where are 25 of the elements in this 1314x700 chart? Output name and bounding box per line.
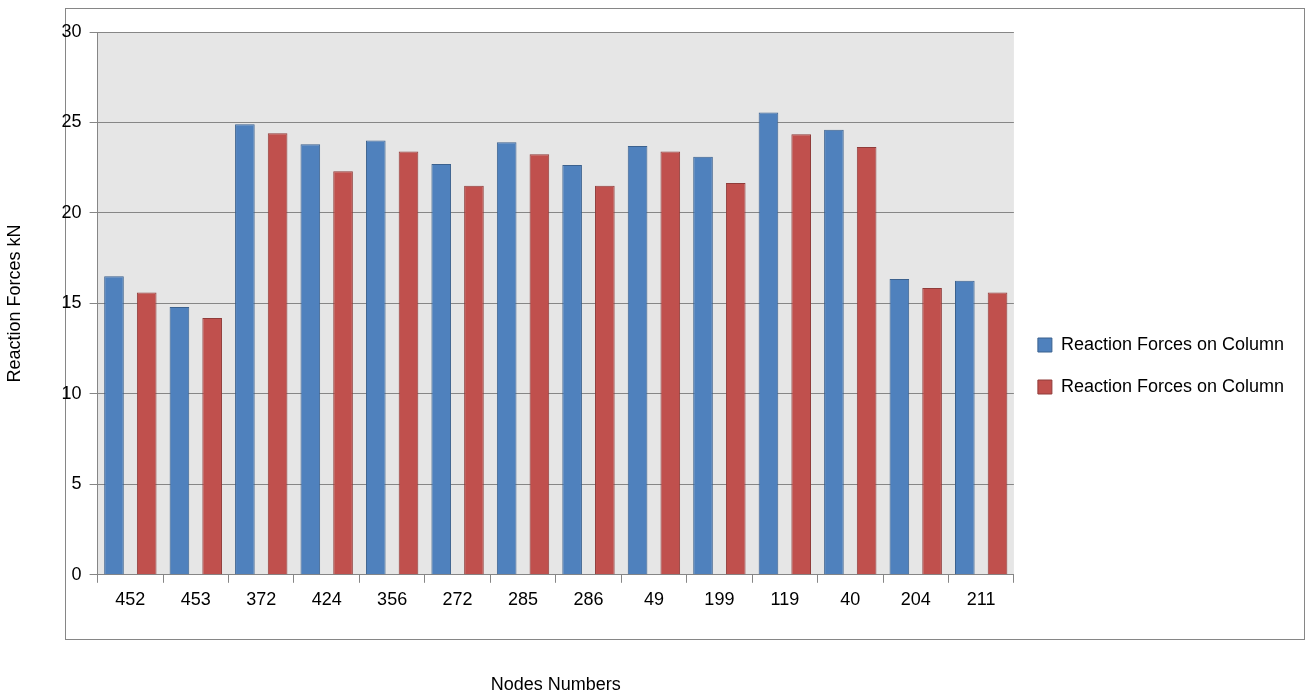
y-tick-label: 15 [61, 292, 82, 313]
x-tick-label: 272 [442, 588, 473, 609]
x-axis-title: Nodes Numbers [490, 674, 621, 695]
y-tick-label: 0 [71, 563, 82, 584]
legend-label: Reaction Forces on Column [1060, 333, 1285, 354]
y-tick-label: 10 [61, 382, 82, 403]
y-tick-label: 30 [61, 20, 82, 41]
x-tick-label: 453 [180, 588, 211, 609]
x-tick-label: 424 [311, 588, 342, 609]
x-tick-label: 40 [840, 588, 861, 609]
y-tick-label: 5 [71, 473, 82, 494]
y-axis-title: Reaction Forces kN [3, 224, 24, 383]
x-tick-label: 356 [377, 588, 408, 609]
x-tick-label: 211 [966, 588, 996, 609]
x-tick-label: 285 [508, 588, 539, 609]
x-tick-label: 49 [643, 588, 664, 609]
x-tick-label: 452 [115, 588, 146, 609]
x-tick-label: 199 [704, 588, 735, 609]
x-tick-label: 372 [246, 588, 277, 609]
y-tick-label: 25 [61, 111, 82, 132]
legend-label: Reaction Forces on Column [1060, 375, 1285, 396]
x-tick-label: 204 [900, 588, 931, 609]
x-tick-label: 286 [573, 588, 604, 609]
x-tick-label: 119 [770, 588, 800, 609]
y-tick-label: 20 [61, 201, 82, 222]
